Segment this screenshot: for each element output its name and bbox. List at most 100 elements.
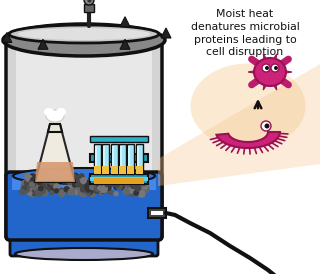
Circle shape	[80, 190, 87, 197]
Circle shape	[136, 175, 141, 181]
Circle shape	[96, 184, 100, 189]
Circle shape	[85, 190, 90, 195]
Polygon shape	[263, 54, 269, 63]
Circle shape	[82, 180, 86, 183]
Circle shape	[42, 186, 48, 191]
Bar	[12, 176, 156, 190]
Circle shape	[68, 180, 73, 185]
Circle shape	[23, 186, 30, 192]
Polygon shape	[161, 28, 171, 38]
Bar	[112, 146, 114, 172]
Circle shape	[64, 187, 69, 192]
Circle shape	[81, 182, 87, 189]
Circle shape	[22, 182, 27, 187]
Circle shape	[123, 188, 130, 195]
Circle shape	[119, 176, 126, 183]
Circle shape	[48, 182, 53, 188]
Circle shape	[20, 188, 25, 194]
Circle shape	[89, 178, 94, 183]
Ellipse shape	[190, 64, 306, 149]
Bar	[120, 146, 122, 172]
Ellipse shape	[46, 110, 64, 122]
Circle shape	[42, 178, 47, 183]
Circle shape	[23, 180, 28, 185]
Circle shape	[271, 64, 279, 72]
Circle shape	[142, 186, 149, 193]
Bar	[102, 166, 109, 174]
Circle shape	[262, 64, 270, 72]
Circle shape	[104, 177, 109, 182]
FancyBboxPatch shape	[6, 37, 162, 240]
Circle shape	[140, 182, 145, 187]
Circle shape	[39, 174, 45, 181]
Circle shape	[97, 179, 101, 184]
Circle shape	[116, 184, 122, 190]
Circle shape	[39, 188, 46, 194]
Circle shape	[135, 191, 140, 195]
Circle shape	[50, 191, 54, 195]
Circle shape	[40, 188, 45, 192]
Circle shape	[51, 183, 55, 187]
Bar	[84, 4, 94, 12]
Circle shape	[127, 177, 132, 182]
Circle shape	[125, 181, 130, 187]
Circle shape	[67, 174, 72, 179]
Circle shape	[140, 177, 145, 181]
Bar	[119, 166, 126, 174]
Circle shape	[90, 185, 94, 190]
Bar	[111, 166, 118, 174]
Circle shape	[35, 181, 41, 188]
Circle shape	[114, 185, 117, 189]
Bar	[127, 144, 134, 174]
Circle shape	[102, 182, 106, 186]
Circle shape	[91, 184, 97, 191]
Circle shape	[93, 187, 100, 193]
Circle shape	[25, 186, 32, 192]
Circle shape	[68, 189, 74, 195]
Bar	[90, 136, 148, 142]
Circle shape	[84, 0, 94, 5]
Circle shape	[143, 181, 149, 187]
Circle shape	[51, 186, 56, 191]
Circle shape	[113, 181, 119, 187]
Circle shape	[71, 179, 75, 184]
Bar	[137, 146, 139, 172]
Circle shape	[32, 175, 37, 180]
Circle shape	[41, 189, 46, 193]
Circle shape	[54, 189, 58, 193]
Circle shape	[39, 187, 43, 192]
Circle shape	[265, 66, 269, 70]
Polygon shape	[248, 70, 259, 74]
Circle shape	[128, 177, 135, 184]
Circle shape	[44, 178, 50, 184]
Circle shape	[121, 178, 126, 184]
Circle shape	[128, 186, 135, 193]
Polygon shape	[263, 81, 269, 90]
Circle shape	[29, 183, 35, 189]
Circle shape	[48, 175, 53, 180]
Circle shape	[29, 186, 33, 191]
Circle shape	[261, 121, 271, 131]
Circle shape	[35, 189, 42, 196]
Bar	[90, 177, 148, 181]
Circle shape	[142, 184, 147, 189]
Circle shape	[66, 173, 73, 180]
Circle shape	[28, 181, 35, 187]
Circle shape	[29, 180, 36, 187]
Circle shape	[138, 190, 145, 197]
Circle shape	[62, 178, 69, 184]
Circle shape	[70, 191, 74, 195]
Circle shape	[136, 181, 141, 186]
Polygon shape	[278, 61, 288, 68]
Circle shape	[90, 178, 96, 184]
Circle shape	[20, 189, 25, 195]
Circle shape	[79, 179, 84, 184]
Circle shape	[141, 180, 147, 186]
Circle shape	[103, 179, 110, 186]
Circle shape	[143, 175, 148, 181]
Circle shape	[97, 185, 101, 190]
Circle shape	[72, 176, 78, 182]
Circle shape	[134, 175, 137, 179]
Circle shape	[265, 124, 270, 129]
Circle shape	[54, 178, 59, 182]
